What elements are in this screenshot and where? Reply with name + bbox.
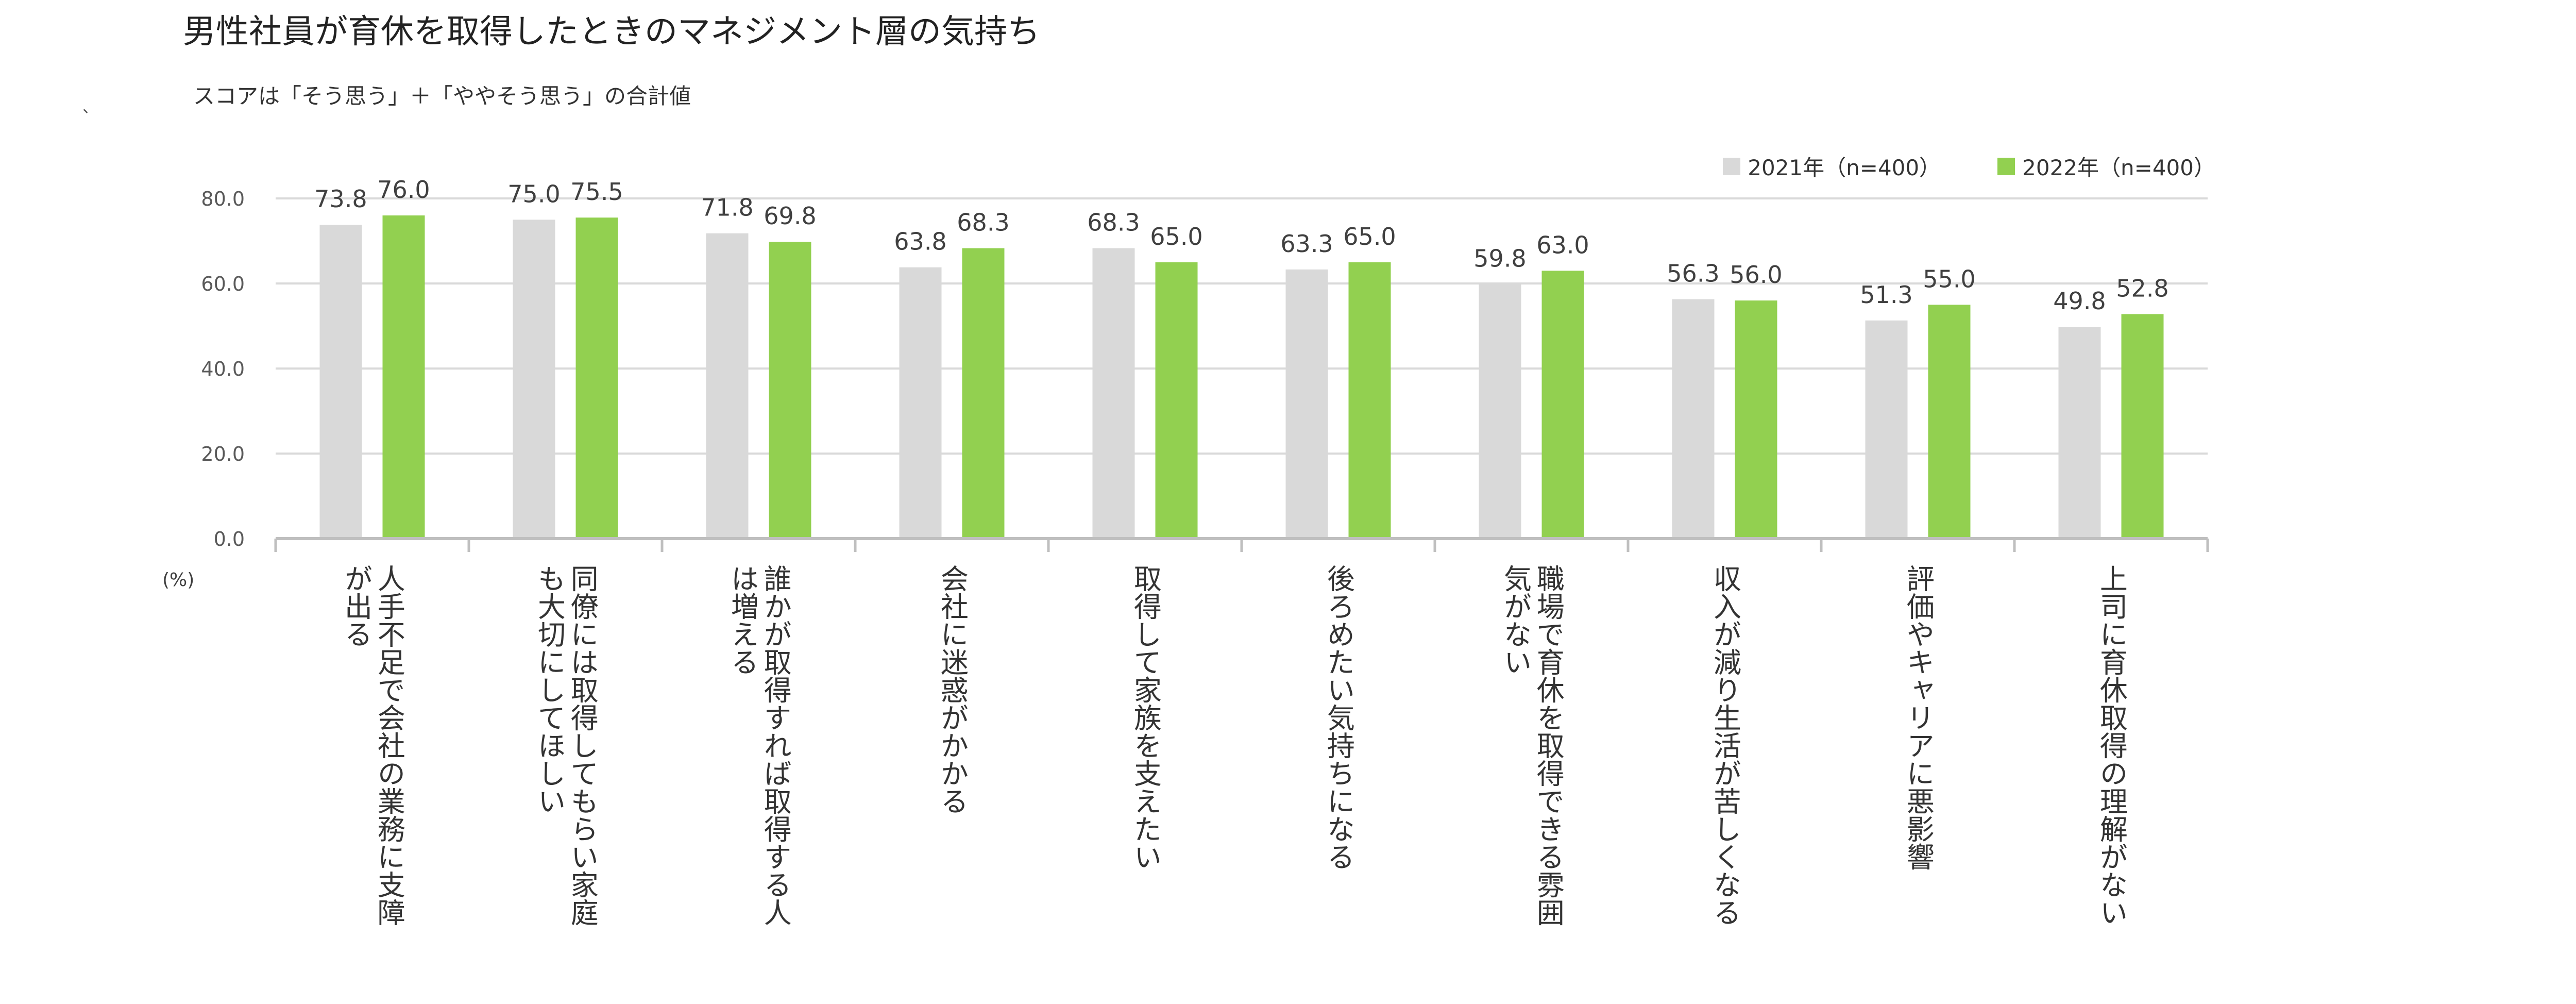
legend-swatch-2022 xyxy=(1997,157,2015,175)
data-label: 49.8 xyxy=(2053,287,2106,315)
y-tick-label: 60.0 xyxy=(201,273,245,295)
bar xyxy=(1285,269,1328,539)
y-tick-label: 0.0 xyxy=(214,528,245,550)
bar xyxy=(319,225,362,539)
legend-item-2022: 2022年（n=400） xyxy=(1997,150,2215,182)
data-label: 55.0 xyxy=(1923,265,1975,293)
category-label: 取得して家族を支えたい xyxy=(1129,564,1162,871)
data-label: 56.3 xyxy=(1667,260,1719,288)
category-label: 収入が減り生活が苦しくなる xyxy=(1708,564,1741,926)
data-label: 59.8 xyxy=(1473,245,1526,273)
chart-subtitle: スコアは「そう思う」＋「ややそう思う」の合計値 xyxy=(193,83,691,109)
bar xyxy=(2058,327,2101,539)
category-label: 誰かが取得すれば取得する人 は増える xyxy=(726,564,792,926)
data-label: 65.0 xyxy=(1150,223,1202,250)
bar xyxy=(962,248,1005,539)
data-label: 63.8 xyxy=(894,228,946,256)
bar xyxy=(575,217,618,539)
data-label: 76.0 xyxy=(377,176,430,204)
bar xyxy=(1672,299,1715,539)
category-label: 評価やキャリアに悪影響 xyxy=(1902,564,1935,871)
bar xyxy=(1735,300,1777,539)
data-label: 63.3 xyxy=(1280,230,1333,258)
data-label: 75.5 xyxy=(570,178,623,206)
bar xyxy=(1541,271,1584,539)
y-tick-label: 40.0 xyxy=(201,358,245,380)
legend-label-2022: 2022年（n=400） xyxy=(2022,155,2215,180)
bar xyxy=(769,242,811,539)
data-label: 51.3 xyxy=(1860,281,1912,309)
bar xyxy=(513,220,555,539)
bar xyxy=(1928,305,1971,539)
chart-title: 男性社員が育休を取得したときのマネジメント層の気持ち xyxy=(183,13,1040,51)
category-label: 会社に迷惑がかかる xyxy=(936,564,969,815)
data-label: 68.3 xyxy=(957,209,1009,237)
bar xyxy=(1155,262,1198,539)
category-label: 後ろめたい気持ちになる xyxy=(1322,564,1355,871)
stray-mark: 、 xyxy=(82,98,98,116)
category-label: 上司に育休取得の理解がない xyxy=(2095,564,2128,926)
data-label: 73.8 xyxy=(314,185,367,213)
legend-item-2021: 2021年（n=400） xyxy=(1723,150,1941,182)
data-label: 68.3 xyxy=(1087,209,1140,237)
bar xyxy=(382,215,425,539)
legend-swatch-2021 xyxy=(1723,157,1741,175)
y-axis-unit-label: (%) xyxy=(162,570,195,591)
data-label: 52.8 xyxy=(2116,274,2168,302)
legend: 2021年（n=400） 2022年（n=400） xyxy=(1723,150,2215,182)
bar xyxy=(1092,248,1135,539)
bar xyxy=(1865,320,1908,539)
category-label: 同僚には取得してもらい家庭 も大切にしてほしい xyxy=(533,564,599,926)
data-label: 63.0 xyxy=(1536,231,1589,259)
category-label: 職場で育休を取得できる雰囲 気がない xyxy=(1499,564,1565,926)
data-label: 69.8 xyxy=(764,202,816,230)
bar xyxy=(1479,284,1521,539)
bar xyxy=(1348,262,1391,539)
data-label: 75.0 xyxy=(507,180,560,208)
bar xyxy=(899,267,942,539)
bar xyxy=(706,233,749,539)
data-label: 56.0 xyxy=(1730,261,1782,289)
data-label: 71.8 xyxy=(701,194,753,222)
data-label: 65.0 xyxy=(1343,223,1396,250)
category-label: 人手不足で会社の業務に支障 が出る xyxy=(340,564,405,926)
y-tick-label: 80.0 xyxy=(201,188,245,210)
y-tick-label: 20.0 xyxy=(201,443,245,465)
bar xyxy=(2121,314,2164,539)
legend-label-2021: 2021年（n=400） xyxy=(1748,155,1941,180)
